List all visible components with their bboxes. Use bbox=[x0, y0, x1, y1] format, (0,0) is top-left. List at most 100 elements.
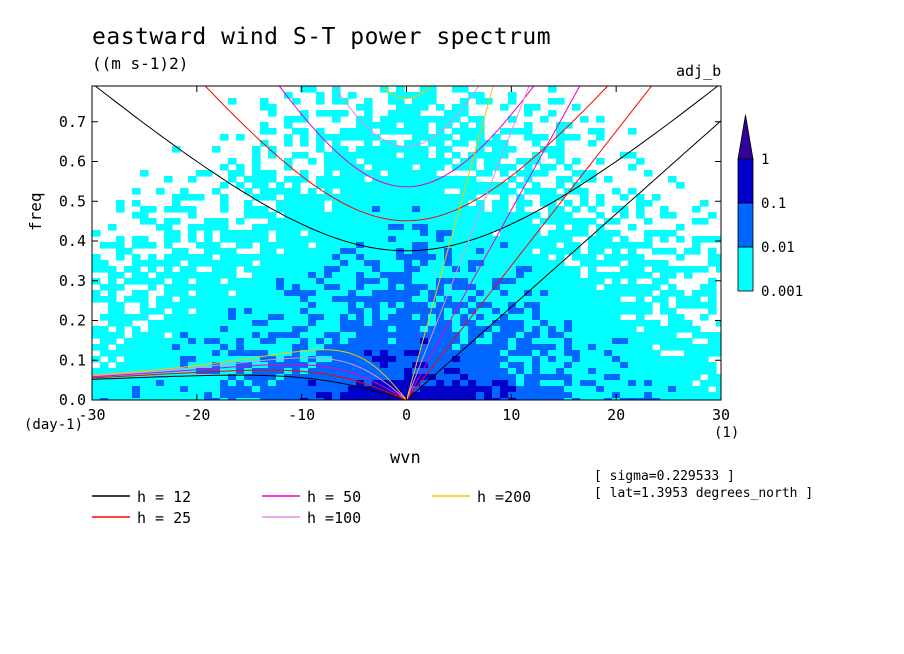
contour-cell bbox=[572, 308, 581, 315]
contour-cell bbox=[636, 380, 645, 387]
contour-cell bbox=[260, 128, 269, 135]
contour-cell bbox=[364, 236, 373, 243]
contour-cell bbox=[316, 398, 325, 400]
contour-cell bbox=[660, 302, 669, 309]
contour-cell bbox=[300, 224, 309, 231]
contour-cell bbox=[340, 266, 349, 273]
contour-cell bbox=[252, 314, 261, 321]
contour-cell bbox=[564, 368, 573, 375]
contour-cell bbox=[276, 374, 285, 381]
contour-cell bbox=[692, 296, 701, 303]
contour-cell bbox=[228, 326, 237, 333]
contour-cell bbox=[612, 332, 621, 339]
contour-cell bbox=[212, 386, 221, 393]
contour-cell bbox=[172, 302, 181, 309]
contour-cell bbox=[636, 302, 645, 309]
contour-cell bbox=[332, 200, 341, 207]
contour-cell bbox=[140, 290, 149, 297]
contour-cell bbox=[292, 206, 301, 213]
contour-cell bbox=[180, 356, 189, 363]
contour-cell bbox=[508, 230, 517, 237]
contour-cell bbox=[500, 308, 509, 315]
contour-cell bbox=[572, 344, 581, 351]
contour-cell bbox=[340, 338, 349, 345]
contour-cell bbox=[404, 284, 413, 291]
contour-cell bbox=[164, 296, 173, 303]
contour-cell bbox=[596, 200, 605, 207]
contour-cell bbox=[268, 146, 277, 153]
contour-cell bbox=[428, 272, 437, 279]
contour-cell bbox=[316, 344, 325, 351]
contour-cell bbox=[324, 164, 333, 171]
contour-cell bbox=[260, 302, 269, 309]
contour-cell bbox=[396, 302, 405, 309]
contour-cell bbox=[708, 212, 717, 219]
contour-cell bbox=[484, 392, 493, 399]
contour-cell bbox=[500, 278, 509, 285]
contour-cell bbox=[524, 296, 533, 303]
contour-cell bbox=[292, 314, 301, 321]
contour-cell bbox=[260, 260, 269, 267]
contour-cell bbox=[548, 98, 557, 105]
contour-cell bbox=[516, 308, 525, 315]
contour-cell bbox=[596, 308, 605, 315]
contour-cell bbox=[588, 332, 597, 339]
contour-cell bbox=[628, 332, 637, 339]
contour-cell bbox=[276, 326, 285, 333]
contour-cell bbox=[332, 266, 341, 273]
contour-cell bbox=[380, 242, 389, 249]
curve-kelvin-h50 bbox=[406, 86, 581, 400]
contour-cell bbox=[380, 398, 389, 400]
contour-cell bbox=[292, 338, 301, 345]
contour-cell bbox=[596, 344, 605, 351]
contour-cell bbox=[284, 200, 293, 207]
contour-cell bbox=[492, 326, 501, 333]
contour-cell bbox=[388, 368, 397, 375]
contour-cell bbox=[700, 350, 709, 357]
contour-cell bbox=[332, 392, 341, 399]
contour-cell bbox=[396, 230, 405, 237]
contour-cell bbox=[556, 284, 565, 291]
curve-gravity-h25 bbox=[204, 86, 609, 222]
contour-cell bbox=[532, 134, 541, 141]
contour-cell bbox=[452, 290, 461, 297]
contour-cell bbox=[212, 224, 221, 231]
contour-cell bbox=[108, 386, 117, 393]
contour-cell bbox=[644, 326, 653, 333]
contour-cell bbox=[324, 326, 333, 333]
contour-cell bbox=[236, 332, 245, 339]
contour-cell bbox=[420, 266, 429, 273]
contour-cell bbox=[420, 302, 429, 309]
contour-cell bbox=[380, 290, 389, 297]
contour-cell bbox=[596, 356, 605, 363]
contour-cell bbox=[380, 260, 389, 267]
contour-cell bbox=[500, 350, 509, 357]
contour-cell bbox=[244, 278, 253, 285]
contour-cell bbox=[564, 350, 573, 357]
contour-cell bbox=[556, 326, 565, 333]
contour-cell bbox=[372, 362, 381, 369]
contour-cell bbox=[148, 266, 157, 273]
contour-cell bbox=[628, 266, 637, 273]
contour-cell bbox=[564, 200, 573, 207]
contour-cell bbox=[92, 260, 101, 267]
contour-cell bbox=[636, 212, 645, 219]
contour-cell bbox=[276, 224, 285, 231]
legend-label-h200: h =200 bbox=[477, 488, 532, 506]
contour-cell bbox=[596, 290, 605, 297]
contour-cell bbox=[420, 122, 429, 129]
contour-cell bbox=[132, 356, 141, 363]
contour-cell bbox=[572, 224, 581, 231]
contour-cell bbox=[188, 224, 197, 231]
contour-cell bbox=[556, 356, 565, 363]
contour-cell bbox=[292, 392, 301, 399]
contour-cell bbox=[532, 266, 541, 273]
contour-cell bbox=[660, 374, 669, 381]
contour-cell bbox=[524, 380, 533, 387]
contour-cell bbox=[100, 266, 109, 273]
contour-cell bbox=[252, 338, 261, 345]
contour-cell bbox=[260, 392, 269, 399]
contour-cell bbox=[276, 344, 285, 351]
contour-cell bbox=[276, 398, 285, 400]
contour-cell bbox=[460, 104, 469, 111]
